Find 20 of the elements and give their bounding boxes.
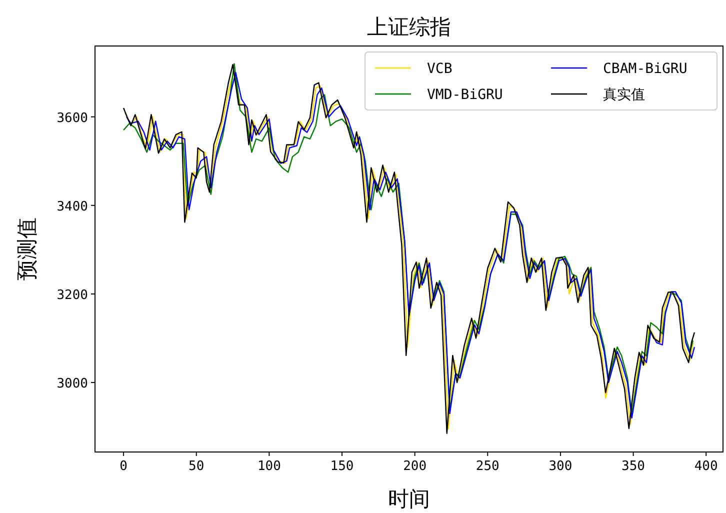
legend-label: VCB bbox=[427, 61, 452, 77]
x-tick-label: 200 bbox=[403, 459, 427, 474]
y-tick-label: 3400 bbox=[56, 199, 88, 214]
x-tick-label: 250 bbox=[476, 459, 500, 474]
x-tick-label: 350 bbox=[622, 459, 646, 474]
x-tick-label: 300 bbox=[548, 459, 572, 474]
x-tick-label: 50 bbox=[188, 459, 204, 474]
x-tick-label: 100 bbox=[257, 459, 281, 474]
y-tick-label: 3000 bbox=[56, 376, 88, 392]
legend-label: 真实值 bbox=[603, 87, 645, 103]
chart-title: 上证综指 bbox=[367, 15, 451, 39]
y-axis-title: 预测值 bbox=[15, 218, 39, 280]
x-tick-label: 400 bbox=[694, 459, 718, 474]
x-tick-label: 0 bbox=[120, 459, 128, 474]
legend-label: CBAM-BiGRU bbox=[603, 61, 688, 77]
y-tick-label: 3600 bbox=[56, 110, 88, 126]
x-tick-label: 150 bbox=[330, 459, 354, 474]
legend-label: VMD-BiGRU bbox=[427, 87, 503, 103]
y-tick-label: 3200 bbox=[56, 288, 88, 303]
x-axis-title: 时间 bbox=[388, 487, 430, 511]
